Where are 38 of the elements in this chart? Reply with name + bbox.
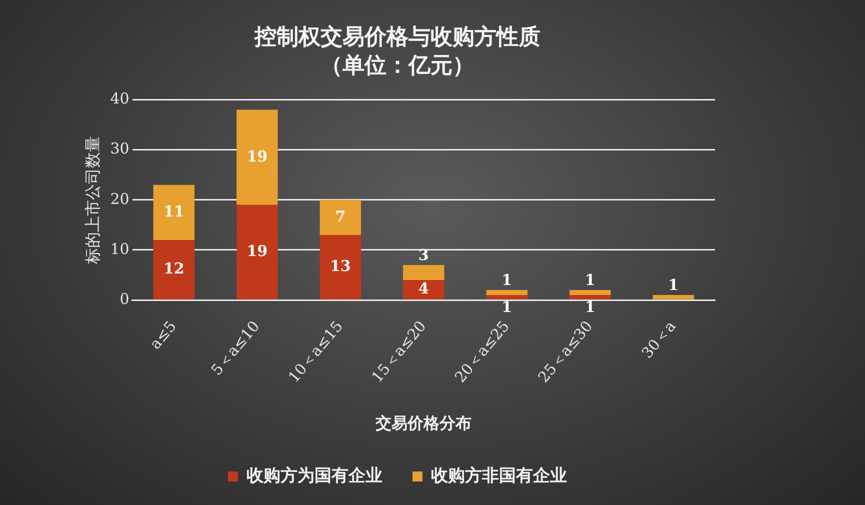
data-label: 11 <box>163 202 184 220</box>
data-label: 1 <box>502 270 512 289</box>
legend-label: 收购方为国有企业 <box>246 466 382 486</box>
chart-subtitle: （单位：亿元） <box>320 52 474 78</box>
data-label: 12 <box>163 260 184 278</box>
legend-label: 收购方非国有企业 <box>431 466 567 486</box>
data-label: 1 <box>584 270 596 289</box>
data-label: 3 <box>418 246 429 264</box>
bar <box>153 184 195 240</box>
y-tick-label: 10 <box>110 240 130 258</box>
bar <box>403 280 444 300</box>
x-axis-title: 交易价格分布 <box>374 414 472 433</box>
data-label: 1 <box>584 298 596 316</box>
y-axis-title: 标的上市公司数量 <box>82 136 102 265</box>
data-label: 7 <box>335 207 346 226</box>
y-tick-label: 20 <box>110 190 130 208</box>
bar <box>236 110 278 205</box>
y-tick-label: 0 <box>120 290 130 308</box>
data-label: 1 <box>502 298 512 316</box>
y-tick-label: 30 <box>110 140 130 158</box>
bar <box>153 240 195 300</box>
bar <box>236 204 278 300</box>
data-label: 13 <box>330 257 351 275</box>
bar <box>320 234 361 300</box>
data-label: 1 <box>668 276 679 294</box>
bar <box>403 264 444 280</box>
bar <box>652 295 694 300</box>
bar <box>570 290 611 296</box>
data-label: 4 <box>418 280 429 298</box>
data-label: 19 <box>246 147 268 166</box>
bar <box>570 295 611 300</box>
data-label: 19 <box>246 242 268 260</box>
bar <box>486 295 528 300</box>
chart-title: 控制权交易价格与收购方性质 <box>254 24 540 50</box>
bar <box>486 290 528 296</box>
bar <box>320 200 361 235</box>
y-tick-label: 40 <box>110 90 130 108</box>
x-tick-label: 30＜a <box>638 317 680 362</box>
